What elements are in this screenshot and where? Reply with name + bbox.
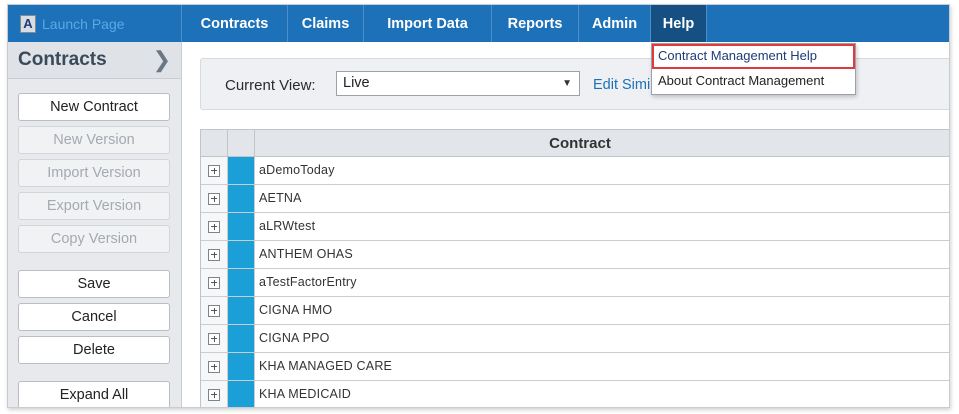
cancel-button[interactable]: Cancel — [18, 303, 170, 331]
expand-plus-icon[interactable] — [208, 332, 220, 345]
table-row[interactable]: aDemoToday — [200, 157, 949, 185]
expand-plus-icon[interactable] — [208, 388, 220, 401]
contract-name[interactable]: KHA MANAGED CARE — [259, 359, 393, 373]
contract-name[interactable]: CIGNA PPO — [259, 331, 330, 345]
expand-plus-icon[interactable] — [208, 192, 220, 205]
nav-contracts[interactable]: Contracts — [182, 5, 288, 42]
table-body: aDemoToday AETNA aLRWtest ANTHEM OHAS aTestF… — [200, 157, 949, 407]
expand-plus-icon[interactable] — [208, 164, 220, 177]
expand-cell[interactable] — [201, 269, 228, 296]
contracts-table: Contract aDemoToday AETNA aLRWtest ANTHEM O… — [200, 129, 949, 407]
expand-all-button[interactable]: Expand All — [18, 381, 170, 407]
row-status-marker — [228, 269, 255, 296]
row-status-marker — [228, 297, 255, 324]
nav-help[interactable]: Help — [651, 5, 707, 42]
expand-plus-icon[interactable] — [208, 220, 220, 233]
table-row[interactable]: CIGNA PPO — [200, 325, 949, 353]
contracts-sidebar: Contracts ❯ New Contract New Version Imp… — [8, 42, 182, 407]
expand-plus-icon[interactable] — [208, 304, 220, 317]
table-row[interactable]: ANTHEM OHAS — [200, 241, 949, 269]
contract-name[interactable]: KHA MEDICAID — [259, 387, 351, 401]
nav-reports[interactable]: Reports — [492, 5, 579, 42]
current-view-label: Current View: — [225, 77, 316, 94]
expand-plus-icon[interactable] — [208, 248, 220, 261]
help-dropdown-menu: Contract Management Help About Contract … — [651, 43, 856, 95]
collapse-chevron-icon[interactable]: ❯ — [152, 47, 171, 72]
row-status-marker — [228, 241, 255, 268]
new-contract-button[interactable]: New Contract — [18, 93, 170, 121]
contract-name[interactable]: aLRWtest — [259, 219, 316, 233]
contract-name[interactable]: aDemoToday — [259, 163, 335, 177]
new-version-button[interactable]: New Version — [18, 126, 170, 154]
expand-cell[interactable] — [201, 241, 228, 268]
row-status-marker — [228, 381, 255, 407]
table-row[interactable]: CIGNA HMO — [200, 297, 949, 325]
expand-cell[interactable] — [201, 185, 228, 212]
save-button[interactable]: Save — [18, 270, 170, 298]
table-row[interactable]: KHA MEDICAID — [200, 381, 949, 407]
copy-version-button[interactable]: Copy Version — [18, 225, 170, 253]
expand-plus-icon[interactable] — [208, 360, 220, 373]
expand-cell[interactable] — [201, 381, 228, 407]
table-row[interactable]: KHA MANAGED CARE — [200, 353, 949, 381]
row-status-marker — [228, 353, 255, 380]
expand-cell[interactable] — [201, 297, 228, 324]
launch-page-link[interactable]: A Launch Page — [8, 5, 182, 42]
nav-claims[interactable]: Claims — [288, 5, 364, 42]
top-nav: A Launch Page Contracts Claims Import Da… — [8, 5, 949, 42]
table-row[interactable]: aTestFactorEntry — [200, 269, 949, 297]
app-logo-icon: A — [20, 14, 36, 33]
table-row[interactable]: AETNA — [200, 185, 949, 213]
import-version-button[interactable]: Import Version — [18, 159, 170, 187]
table-row[interactable]: aLRWtest — [200, 213, 949, 241]
app-window: A Launch Page Contracts Claims Import Da… — [7, 4, 950, 408]
main-content: Current View: Live ▼ Edit Simi Contract … — [183, 42, 949, 407]
expand-column-header — [201, 130, 228, 156]
expand-plus-icon[interactable] — [208, 276, 220, 289]
row-status-marker — [228, 185, 255, 212]
row-status-marker — [228, 213, 255, 240]
expand-cell[interactable] — [201, 213, 228, 240]
contract-name[interactable]: aTestFactorEntry — [259, 275, 357, 289]
select-caret-icon: ▼ — [562, 78, 572, 89]
export-version-button[interactable]: Export Version — [18, 192, 170, 220]
sidebar-title: Contracts — [18, 49, 107, 70]
about-contract-management-item[interactable]: About Contract Management — [658, 73, 825, 88]
sidebar-header: Contracts ❯ — [8, 42, 181, 79]
current-view-value: Live — [343, 75, 370, 91]
contract-name[interactable]: ANTHEM OHAS — [259, 247, 353, 261]
expand-cell[interactable] — [201, 157, 228, 184]
nav-admin[interactable]: Admin — [579, 5, 651, 42]
current-view-select[interactable]: Live ▼ — [336, 71, 580, 96]
expand-cell[interactable] — [201, 353, 228, 380]
nav-import-data[interactable]: Import Data — [364, 5, 492, 42]
row-status-marker — [228, 325, 255, 352]
row-status-marker — [228, 157, 255, 184]
table-header: Contract — [200, 129, 949, 157]
expand-cell[interactable] — [201, 325, 228, 352]
contract-management-help-item[interactable]: Contract Management Help — [652, 44, 855, 69]
delete-button[interactable]: Delete — [18, 336, 170, 364]
contract-name[interactable]: AETNA — [259, 191, 302, 205]
edit-link[interactable]: Edit Simi — [593, 77, 651, 93]
launch-page-label: Launch Page — [42, 15, 125, 32]
contract-name[interactable]: CIGNA HMO — [259, 303, 333, 317]
marker-column-header — [228, 130, 255, 156]
contract-column-header[interactable]: Contract — [549, 135, 611, 152]
